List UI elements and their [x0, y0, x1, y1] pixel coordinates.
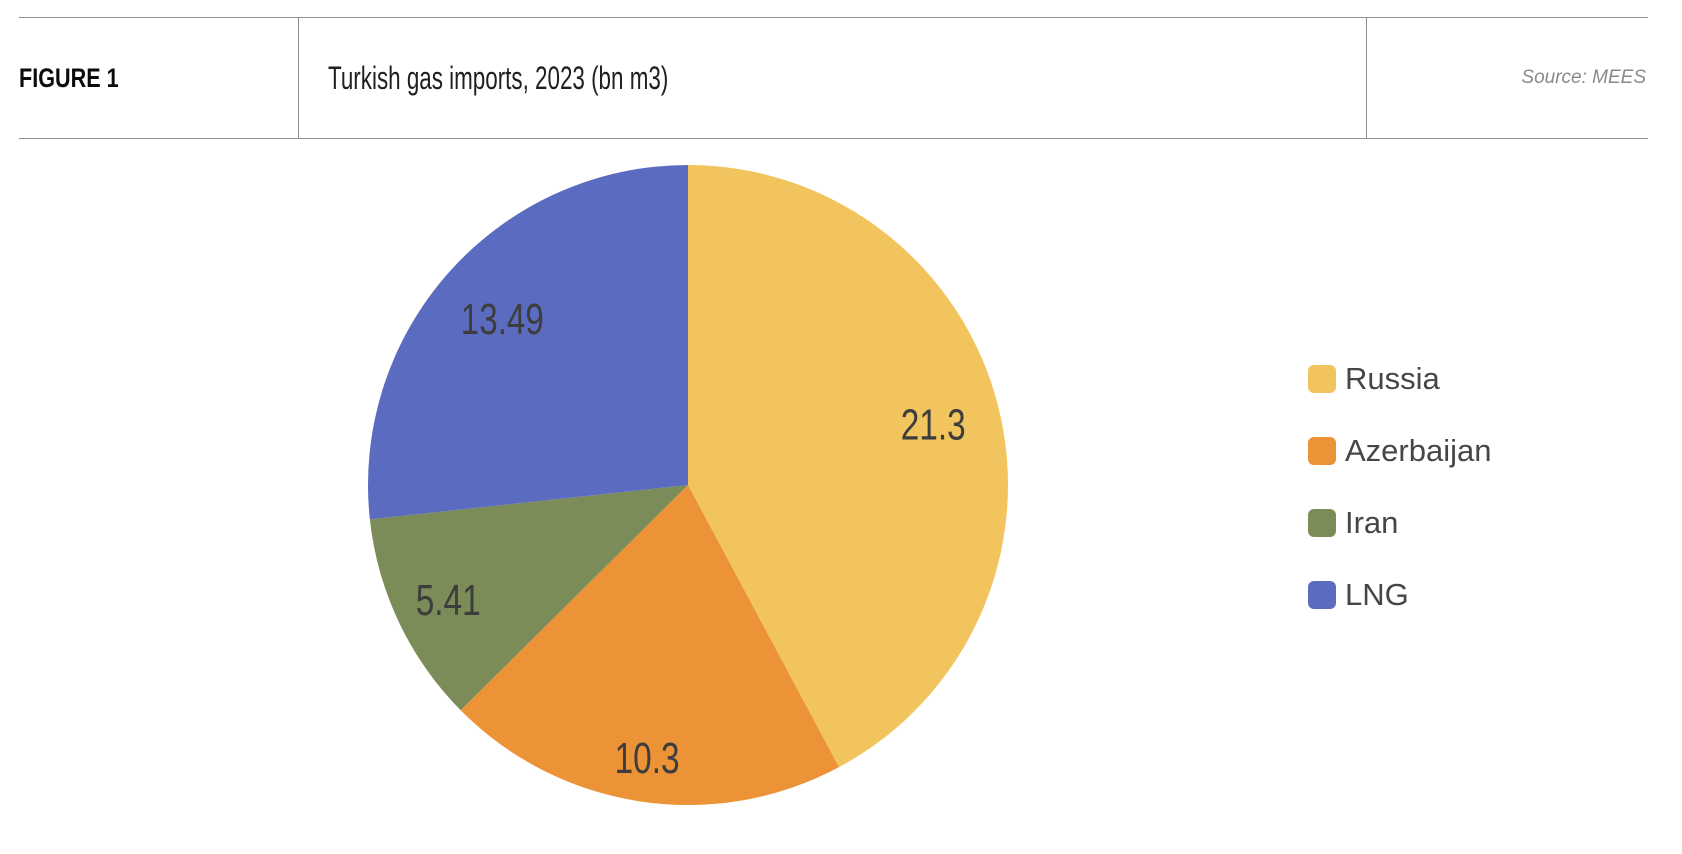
pie-slice-azerbaijan	[460, 485, 840, 806]
legend-swatch-russia	[1308, 365, 1336, 393]
legend-label-russia: Russia	[1345, 361, 1440, 396]
legend-item-azerbaijan: Azerbaijan	[1308, 433, 1492, 468]
legend-item-iran: Iran	[1308, 505, 1491, 540]
legend-label-iran: Iran	[1345, 505, 1399, 540]
figure-source-cell: Source: MEES	[1367, 18, 1648, 138]
legend-item-lng: LNG	[1308, 577, 1491, 612]
chart-title: Turkish gas imports, 2023 (bn m3)	[328, 59, 669, 96]
pie-slice-russia	[688, 165, 1009, 768]
pie-label-lng: 13.49	[461, 295, 544, 344]
legend-swatch-azerbaijan	[1308, 437, 1336, 465]
legend-swatch-lng	[1308, 581, 1336, 609]
pie-label-azerbaijan: 10.3	[615, 734, 680, 783]
pie-slice-lng	[367, 165, 688, 520]
source-credit: Source: MEES	[1521, 67, 1646, 88]
figure-label-cell: FIGURE 1	[19, 18, 298, 138]
figure-header: FIGURE 1 Turkish gas imports, 2023 (bn m…	[19, 17, 1648, 139]
legend-item-russia: Russia	[1308, 361, 1491, 396]
pie-label-russia: 21.3	[901, 400, 966, 449]
legend-label-lng: LNG	[1345, 577, 1409, 612]
legend-swatch-iran	[1308, 509, 1336, 537]
pie-slice-iran	[369, 485, 688, 711]
figure-number: FIGURE 1	[19, 62, 119, 93]
chart-legend: Russia Azerbaijan Iran LNG	[1308, 361, 1492, 612]
pie-label-iran: 5.41	[416, 576, 481, 625]
figure-title-cell: Turkish gas imports, 2023 (bn m3)	[298, 18, 1367, 138]
legend-label-azerbaijan: Azerbaijan	[1345, 433, 1492, 468]
